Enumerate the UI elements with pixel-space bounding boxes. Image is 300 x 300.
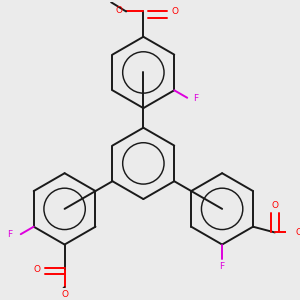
Text: O: O	[34, 266, 41, 274]
Text: F: F	[193, 94, 198, 103]
Text: F: F	[8, 230, 13, 239]
Text: O: O	[296, 228, 300, 237]
Text: O: O	[272, 201, 278, 210]
Text: F: F	[220, 262, 225, 272]
Text: O: O	[171, 7, 178, 16]
Text: O: O	[116, 6, 123, 15]
Text: O: O	[61, 290, 68, 299]
